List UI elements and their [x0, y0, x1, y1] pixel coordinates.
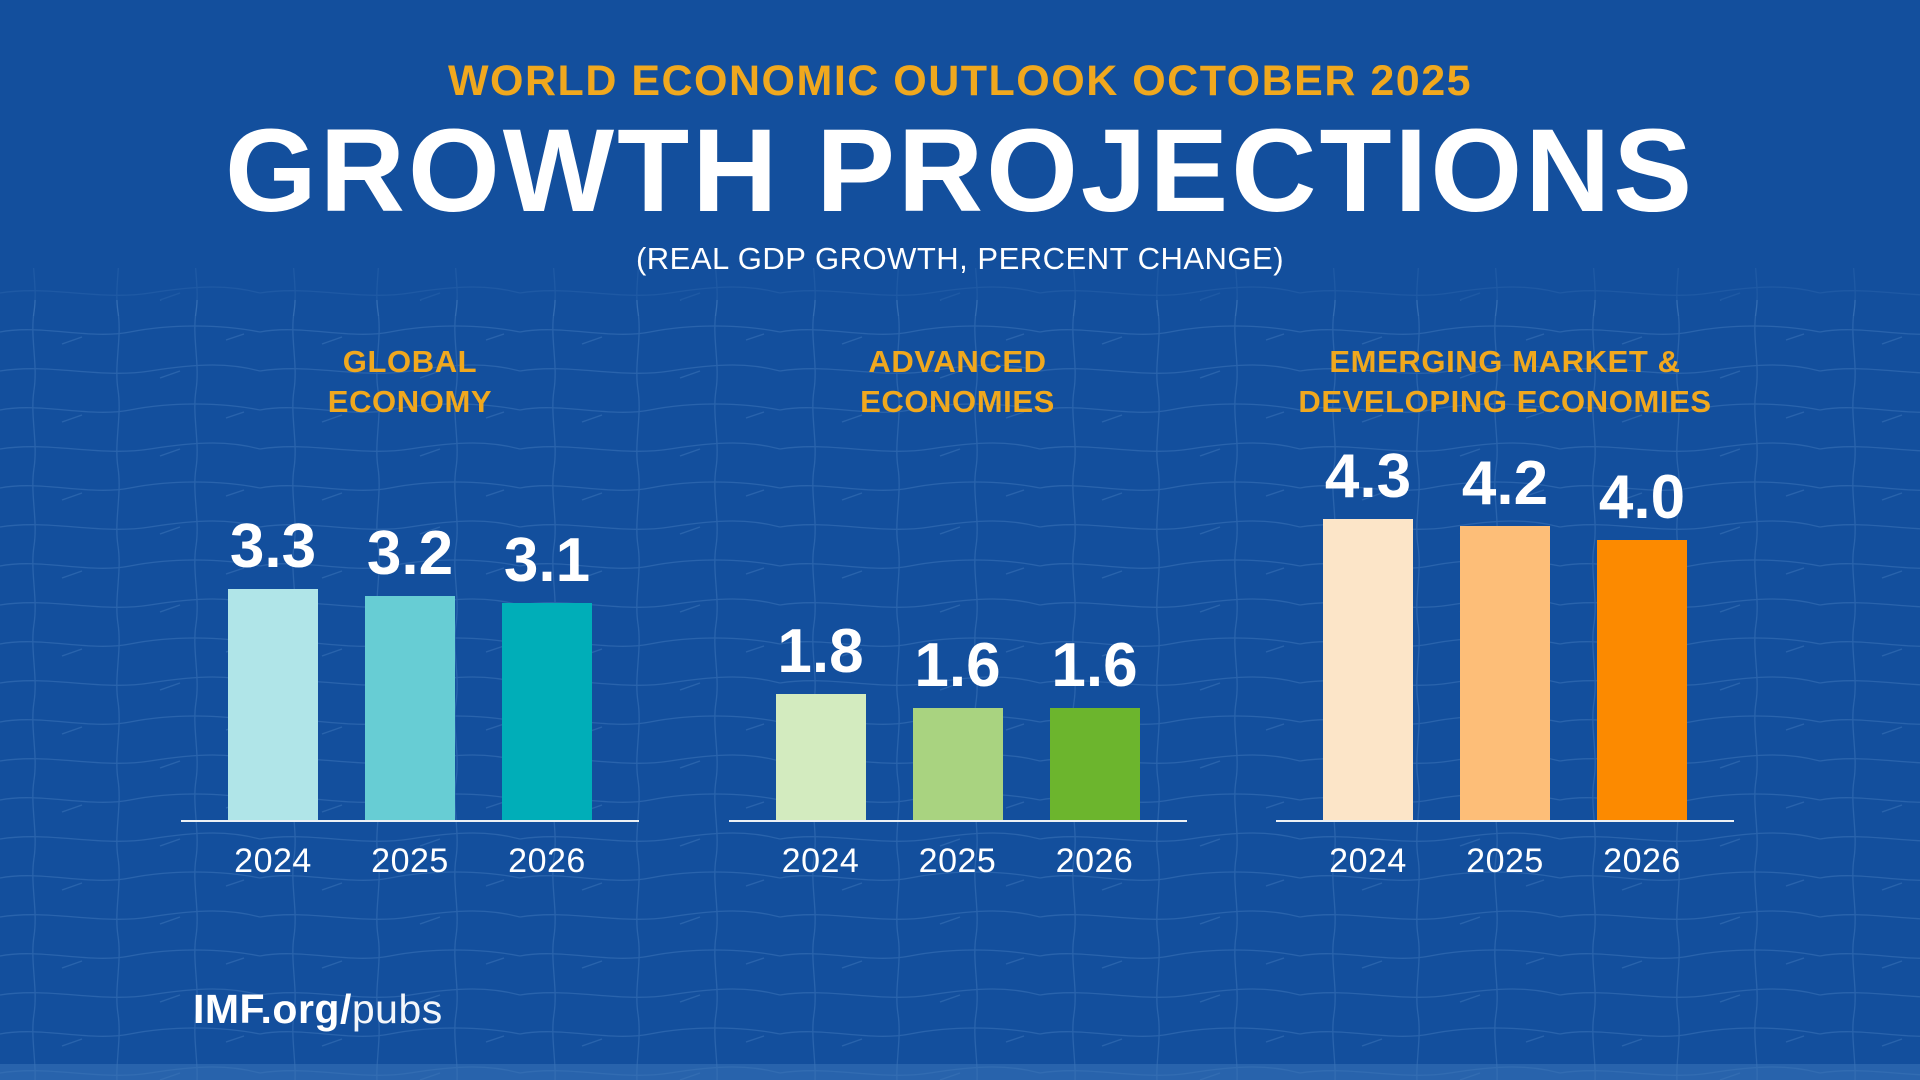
bar-column: 4.2 [1460, 448, 1550, 820]
group-title-line: GLOBAL [342, 343, 478, 379]
bar-value-label: 3.3 [229, 511, 317, 581]
bar-value-label: 1.6 [1051, 630, 1138, 700]
group-title-line: ECONOMY [327, 384, 493, 420]
year-label: 2025 [1466, 841, 1544, 880]
bar [1460, 525, 1550, 820]
bar [1597, 539, 1687, 820]
year-axis: 2024 2025 2026 [729, 842, 1187, 881]
group-title: ADVANCED ECONOMIES [708, 342, 1208, 434]
year-label: 2024 [1329, 841, 1407, 880]
bar [775, 693, 866, 820]
bar-column: 4.0 [1597, 462, 1687, 820]
bar-column: 3.3 [228, 511, 318, 820]
group-title-line: ADVANCED [868, 343, 1047, 379]
group-title-line: DEVELOPING ECONOMIES [1298, 384, 1712, 420]
chart-group-global-economy: GLOBAL ECONOMY 3.3 3.2 3.1 2024 [160, 342, 660, 881]
bar-value-label: 4.0 [1598, 462, 1686, 532]
bar-column: 1.6 [912, 630, 1003, 820]
chart-group-emerging-developing-economies: EMERGING MARKET & DEVELOPING ECONOMIES 4… [1255, 342, 1755, 881]
bar-column: 1.8 [775, 616, 866, 820]
bar [228, 588, 318, 820]
bar [502, 602, 592, 820]
bar [912, 707, 1003, 820]
group-title: GLOBAL ECONOMY [160, 342, 660, 434]
bar-value-label: 4.2 [1461, 448, 1549, 518]
year-label: 2025 [918, 841, 997, 880]
year-label: 2024 [781, 841, 860, 880]
bar [1049, 707, 1140, 820]
bottom-accent-strip [0, 1064, 1920, 1080]
charts-area: GLOBAL ECONOMY 3.3 3.2 3.1 2024 [0, 342, 1920, 881]
group-title-line: ECONOMIES [860, 384, 1055, 420]
bar-column: 4.3 [1323, 441, 1413, 820]
bar [1323, 518, 1413, 820]
group-title-line: EMERGING MARKET & [1329, 343, 1681, 379]
header: WORLD ECONOMIC OUTLOOK OCTOBER 2025 GROW… [0, 0, 1920, 280]
subtitle: (REAL GDP GROWTH, PERCENT CHANGE) [635, 241, 1285, 277]
bar-column: 1.6 [1049, 630, 1140, 820]
bar-value-label: 3.2 [366, 518, 454, 588]
bars-axis: 4.3 4.2 4.0 [1276, 445, 1734, 822]
bars-axis: 1.8 1.6 1.6 [728, 480, 1187, 822]
footer-brand: IMF.org/pubs [193, 986, 443, 1033]
chart-group-advanced-economies: ADVANCED ECONOMIES 1.8 1.6 1.6 2024 [708, 342, 1208, 881]
year-label: 2026 [1055, 841, 1134, 880]
year-label: 2026 [508, 841, 586, 880]
bar-value-label: 1.6 [914, 630, 1001, 700]
bar-value-label: 3.1 [503, 525, 591, 595]
year-axis: 2024 2025 2026 [181, 842, 639, 881]
year-label: 2026 [1603, 841, 1681, 880]
bar-column: 3.2 [365, 518, 455, 820]
brand-url-bold: IMF.org/ [193, 986, 352, 1032]
eyebrow-title: WORLD ECONOMIC OUTLOOK OCTOBER 2025 [447, 57, 1473, 105]
year-label: 2025 [371, 841, 449, 880]
bar-column: 3.1 [502, 525, 592, 820]
group-title: EMERGING MARKET & DEVELOPING ECONOMIES [1255, 342, 1755, 434]
year-label: 2024 [234, 841, 312, 880]
bar-value-label: 1.8 [777, 616, 864, 686]
brand-url-suffix: pubs [351, 986, 443, 1032]
bar-value-label: 4.3 [1324, 441, 1412, 511]
year-axis: 2024 2025 2026 [1276, 842, 1734, 881]
page-title: GROWTH PROJECTIONS [224, 104, 1696, 237]
bar [365, 595, 455, 820]
bars-axis: 3.3 3.2 3.1 [181, 480, 639, 822]
